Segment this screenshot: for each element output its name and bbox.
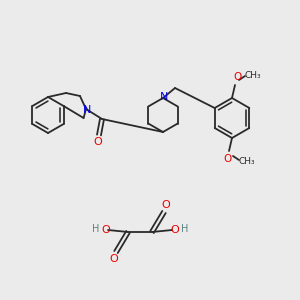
Text: O: O [162,200,170,210]
Text: H: H [92,224,100,234]
Text: CH₃: CH₃ [245,70,261,80]
Text: O: O [94,137,102,147]
Text: N: N [83,105,91,115]
Text: CH₃: CH₃ [239,157,255,166]
Text: H: H [181,224,189,234]
Text: O: O [233,72,241,82]
Text: O: O [223,154,231,164]
Text: N: N [160,92,168,102]
Text: O: O [102,225,110,235]
Text: O: O [171,225,179,235]
Text: O: O [110,254,118,264]
